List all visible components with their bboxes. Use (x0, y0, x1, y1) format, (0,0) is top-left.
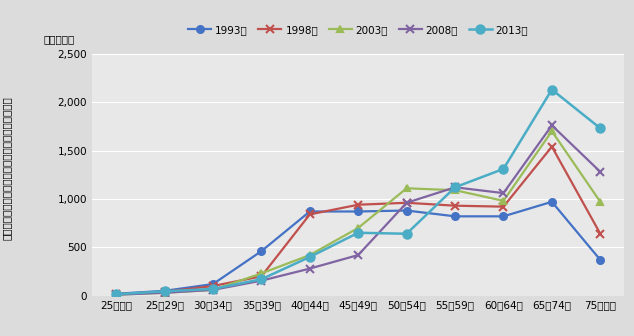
Line: 2008年: 2008年 (112, 121, 604, 299)
2013年 (354, 231, 362, 235)
1993年 (403, 209, 410, 213)
2008年 (257, 279, 265, 283)
1993年 (161, 289, 169, 293)
1998年 (597, 232, 604, 236)
2008年 (112, 293, 120, 297)
2008年 (451, 185, 459, 189)
1993年 (257, 249, 265, 253)
2013年 (500, 167, 507, 171)
2013年 (548, 88, 555, 92)
1998年 (161, 290, 169, 294)
2013年 (597, 126, 604, 130)
2003年 (306, 253, 314, 257)
1998年 (257, 274, 265, 278)
2013年 (451, 185, 459, 189)
1998年 (403, 201, 410, 205)
2003年 (597, 200, 604, 204)
2003年 (500, 199, 507, 203)
2003年 (403, 186, 410, 190)
2003年 (451, 188, 459, 192)
2008年 (548, 123, 555, 127)
2008年 (306, 266, 314, 270)
Legend: 1993年, 1998年, 2003年, 2008年, 2013年: 1993年, 1998年, 2003年, 2008年, 2013年 (184, 20, 533, 39)
2013年 (161, 289, 169, 293)
1998年 (354, 203, 362, 207)
Text: （千世帯）: （千世帯） (44, 34, 75, 44)
1993年 (548, 200, 555, 204)
2013年 (403, 232, 410, 236)
1998年 (112, 292, 120, 296)
2003年 (354, 226, 362, 230)
1993年 (306, 209, 314, 213)
2003年 (112, 293, 120, 297)
2003年 (161, 291, 169, 295)
1993年 (597, 258, 604, 262)
2013年 (306, 255, 314, 259)
2013年 (257, 277, 265, 281)
2003年 (257, 271, 265, 276)
1993年 (500, 214, 507, 218)
Line: 1993年: 1993年 (113, 198, 604, 297)
1998年 (451, 204, 459, 208)
1998年 (209, 284, 217, 288)
1993年 (451, 214, 459, 218)
2008年 (209, 288, 217, 292)
2008年 (403, 201, 410, 205)
2008年 (161, 291, 169, 295)
2003年 (548, 129, 555, 133)
Line: 1998年: 1998年 (112, 142, 604, 298)
Line: 2013年: 2013年 (112, 85, 604, 298)
1998年 (500, 205, 507, 209)
1993年 (354, 209, 362, 213)
2003年 (209, 288, 217, 292)
1998年 (306, 212, 314, 216)
1998年 (548, 144, 555, 149)
1993年 (112, 292, 120, 296)
Text: 現住居敷地を相続・贈与で取得した土地所有世帯数: 現住居敷地を相続・贈与で取得した土地所有世帯数 (1, 96, 11, 240)
2008年 (500, 191, 507, 195)
2013年 (209, 287, 217, 291)
2008年 (354, 253, 362, 257)
1993年 (209, 282, 217, 286)
Line: 2003年: 2003年 (113, 128, 604, 298)
2013年 (112, 292, 120, 296)
2008年 (597, 170, 604, 174)
